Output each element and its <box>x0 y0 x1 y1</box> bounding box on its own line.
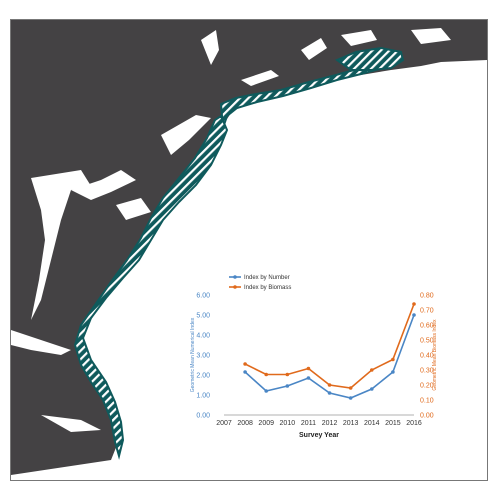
right-y-tick-label: 0.10 <box>420 398 434 405</box>
index-chart: Index by Number Index by Biomass 2007 2008… <box>190 275 438 439</box>
data-point <box>348 396 353 400</box>
chart-axes: 2007 2008 2009 2010 2011 2012 2013 2014 2015 2016… <box>196 293 433 428</box>
land-mass <box>11 20 487 475</box>
data-point <box>369 387 374 391</box>
left-y-tick-label: 1.00 <box>196 393 210 400</box>
x-tick-label: 2007 <box>216 420 232 427</box>
x-tick-label: 2012 <box>322 420 338 427</box>
left-y-tick-label: 0.00 <box>196 413 210 420</box>
x-tick-label: 2013 <box>343 420 359 427</box>
coastline-map <box>11 20 487 475</box>
data-point <box>306 366 311 371</box>
data-point <box>348 386 353 390</box>
left-axis-title: Geometric Mean Numerical Index <box>190 317 196 392</box>
data-point <box>391 370 395 374</box>
data-point <box>243 362 247 366</box>
left-y-tick-label: 2.00 <box>196 373 210 380</box>
right-axis-title: Geometric Mean Biomass Index <box>432 319 438 391</box>
survey-area-east <box>334 46 405 71</box>
right-y-tick-label: 0.60 <box>420 323 434 330</box>
data-point <box>285 384 290 388</box>
data-point <box>412 313 416 317</box>
x-tick-label: 2008 <box>237 420 253 427</box>
right-y-tick-label: 0.00 <box>420 413 434 420</box>
left-y-tick-label: 4.00 <box>196 333 210 340</box>
data-point <box>264 372 269 377</box>
left-y-tick-label: 5.00 <box>196 313 210 320</box>
data-point <box>285 372 290 377</box>
legend-label: Index by Biomass <box>244 285 291 291</box>
left-y-tick-label: 6.00 <box>196 293 210 300</box>
data-point <box>264 389 269 393</box>
data-point <box>327 383 332 387</box>
x-tick-label: 2015 <box>385 420 401 427</box>
data-point <box>391 357 395 362</box>
right-y-tick-label: 0.40 <box>420 353 434 360</box>
chart-marks <box>243 302 416 400</box>
x-tick-label: 2014 <box>364 420 380 427</box>
data-point <box>412 302 416 306</box>
right-y-tick-label: 0.20 <box>420 383 434 390</box>
chart-panel: Index by Number Index by Biomass 2007 2008… <box>184 265 440 445</box>
right-y-tick-label: 0.50 <box>420 338 434 345</box>
legend-marker <box>233 285 237 289</box>
x-tick-label: 2010 <box>280 420 296 427</box>
legend-marker <box>233 275 237 279</box>
data-point <box>243 370 247 374</box>
x-axis-title: Survey Year <box>299 432 339 439</box>
survey-area <box>219 64 387 129</box>
right-y-tick-label: 0.70 <box>420 308 434 315</box>
legend-label: Index by Number <box>244 275 290 281</box>
water-features <box>11 28 451 432</box>
x-tick-label: 2009 <box>258 420 274 427</box>
legend: Index by Number Index by Biomass <box>229 275 291 291</box>
x-tick-label: 2011 <box>301 420 316 427</box>
right-y-tick-label: 0.30 <box>420 368 434 375</box>
survey-area-south <box>73 114 229 460</box>
x-tick-label: 2016 <box>406 420 422 427</box>
data-point <box>327 391 332 395</box>
data-point <box>369 368 374 372</box>
right-y-tick-label: 0.80 <box>420 293 434 300</box>
left-y-tick-label: 3.00 <box>196 353 210 360</box>
data-point <box>306 376 311 380</box>
